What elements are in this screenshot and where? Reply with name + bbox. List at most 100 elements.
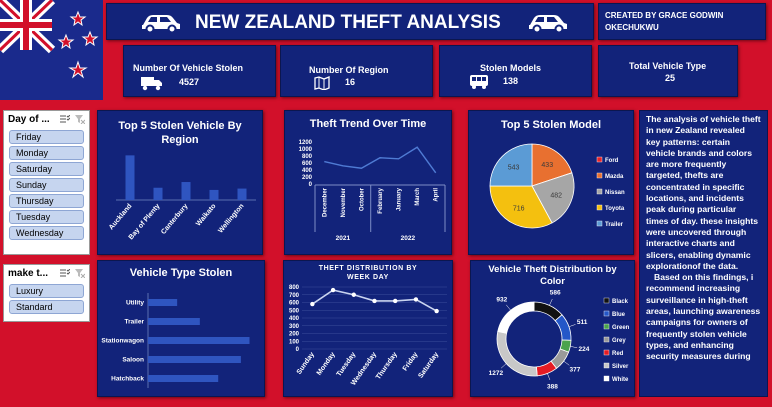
kpi-card-models: Stolen Models 138	[439, 45, 592, 97]
legend-label: White	[612, 377, 629, 383]
commentary-paragraph: Based on this findings, i recommend incr…	[646, 272, 761, 362]
slicer-item-wednesday[interactable]: Wednesday	[9, 226, 84, 240]
dashboard-title: NEW ZEALAND THEFT ANALYSIS	[195, 12, 501, 33]
credit-box: CREATED BY GRACE GODWIN OKECHUKWU	[598, 3, 766, 40]
header-banner: NEW ZEALAND THEFT ANALYSIS	[106, 3, 594, 40]
data-label: 716	[513, 205, 525, 212]
data-label: 543	[508, 165, 520, 172]
data-label: 482	[550, 193, 562, 200]
chart-title: THEFT DISTRIBUTION BY WEEK DAY	[318, 265, 418, 281]
y-tick-label: 300	[289, 324, 300, 330]
x-tick-label: Thursday	[375, 351, 399, 381]
legend-swatch	[603, 297, 610, 304]
leader-line	[563, 360, 570, 366]
data-point	[310, 301, 315, 307]
slicer-item-saturday[interactable]: Saturday	[9, 162, 84, 176]
bar	[148, 356, 241, 363]
bar	[148, 318, 200, 325]
kpi-value: 4527	[179, 77, 200, 87]
multi-select-icon[interactable]	[60, 269, 70, 278]
leader-line	[506, 304, 511, 311]
region-chart-panel: Top 5 Stolen Vehicle By Region Auckland B…	[97, 110, 263, 255]
kpi-card-regions: Number Of Region 16	[280, 45, 433, 97]
data-label: 932	[496, 296, 507, 303]
slicer-items: Friday Monday Saturday Sunday Thursday T…	[4, 130, 89, 240]
legend-label: Silver	[612, 364, 629, 370]
slice	[531, 172, 575, 224]
x-tick-label: Sunday	[296, 351, 316, 376]
leader-line	[500, 363, 507, 369]
data-point	[393, 298, 398, 304]
legend-label: Green	[612, 325, 630, 331]
group-label: 2021	[336, 235, 351, 242]
x-tick-label: February	[378, 187, 384, 213]
legend-label: Grey	[612, 338, 626, 344]
slicer-item-monday[interactable]: Monday	[9, 146, 84, 160]
slicer-header: Day of ...	[4, 111, 89, 128]
slicer-title: make t...	[8, 268, 49, 279]
tick-label: Wellington	[217, 203, 245, 235]
legend-swatch	[596, 156, 603, 163]
bar	[148, 375, 219, 382]
y-tick-label: 0	[309, 182, 313, 188]
legend-swatch	[603, 323, 610, 330]
slicer-title: Day of ...	[8, 114, 50, 125]
day-of-week-slicer[interactable]: Day of ... Friday Monday Saturday Sunday…	[3, 110, 90, 255]
legend-swatch	[596, 204, 603, 211]
trend-chart-panel: Theft Trend Over Time 0 200 400 600 800 1000 1…	[284, 110, 452, 255]
map-icon	[314, 76, 330, 90]
y-tick-label: 0	[296, 347, 300, 353]
y-tick-label: 500	[289, 308, 300, 314]
chart-title: Vehicle Theft Distribution by Color	[488, 264, 617, 287]
tick-label: Bay of Plenty	[128, 203, 162, 242]
weekday-chart-panel: THEFT DISTRIBUTION BY WEEK DAY 0 100 200 30…	[283, 260, 453, 397]
tick-label: Stationwagon	[101, 338, 144, 345]
type-chart-panel: Vehicle Type Stolen Utility Trailer Statio…	[97, 260, 265, 397]
model-chart-panel: Top 5 Stolen Model 433 482 716 543 Ford Mazda…	[468, 110, 634, 255]
slicer-item-tuesday[interactable]: Tuesday	[9, 210, 84, 224]
data-label: 433	[541, 162, 553, 169]
leader-line	[547, 373, 551, 381]
chart-title: Top 5 Stolen Model	[500, 119, 601, 131]
slicer-item-thursday[interactable]: Thursday	[9, 194, 84, 208]
clear-filter-icon[interactable]	[75, 269, 85, 278]
make-type-slicer[interactable]: make t... Luxury Standard	[3, 264, 90, 322]
legend-swatch	[596, 172, 603, 179]
x-tick-label: Tuesday	[336, 351, 358, 378]
truck-icon	[141, 77, 162, 91]
slicer-item-sunday[interactable]: Sunday	[9, 178, 84, 192]
tick-label: Canterbury	[160, 203, 189, 236]
slicer-item-standard[interactable]: Standard	[9, 300, 84, 314]
slicer-item-friday[interactable]: Friday	[9, 130, 84, 144]
data-point	[330, 287, 336, 293]
slicer-item-luxury[interactable]: Luxury	[9, 284, 84, 298]
legend-swatch	[603, 349, 610, 356]
y-tick-label: 100	[289, 339, 300, 345]
legend-label: Blue	[612, 312, 626, 318]
tick-label: Saloon	[122, 357, 144, 364]
x-tick-label: Monday	[316, 351, 337, 377]
data-label: 388	[547, 384, 558, 391]
car-icon	[529, 15, 567, 33]
kpi-card-vehicles-stolen: Number Of Vehicle Stolen 4527	[123, 45, 276, 97]
y-tick-label: 1000	[299, 147, 313, 153]
data-label: 224	[579, 346, 590, 353]
data-point	[372, 298, 377, 304]
clear-filter-icon[interactable]	[75, 115, 85, 124]
kpi-value: 25	[665, 73, 676, 83]
bus-icon	[470, 75, 488, 89]
chart-title: Theft Trend Over Time	[309, 118, 427, 130]
data-label: 1272	[489, 370, 504, 377]
bar	[148, 299, 178, 306]
bar	[153, 187, 163, 200]
slice	[554, 314, 572, 341]
slice	[497, 301, 535, 334]
model-pie-chart: 433 482 716 543 Ford Mazda Nissan Toyota Trailer	[489, 143, 625, 229]
tick-label: Utility	[126, 300, 144, 307]
y-tick-label: 600	[302, 161, 313, 167]
multi-select-icon[interactable]	[60, 115, 70, 124]
slice	[489, 143, 533, 187]
kpi-label: Stolen Models	[480, 63, 542, 73]
